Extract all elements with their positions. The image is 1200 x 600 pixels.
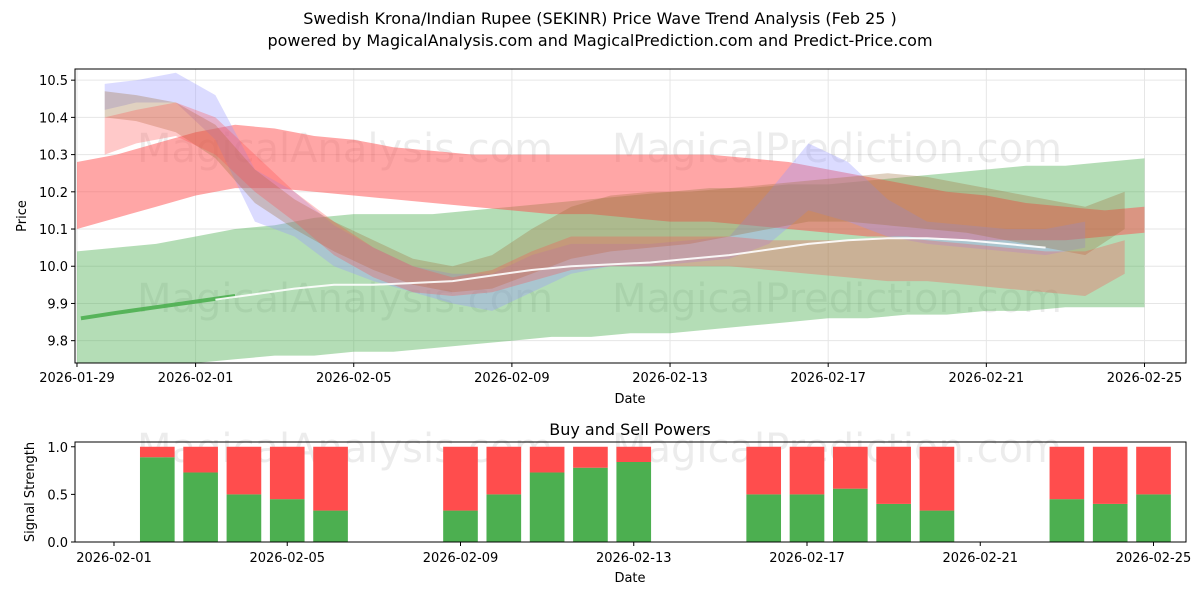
band-blue-wave-band xyxy=(104,72,1086,311)
x-tick-label: 2026-02-05 xyxy=(316,371,392,386)
buy-bar xyxy=(1049,499,1085,542)
x-tick-label: 2026-02-21 xyxy=(942,551,1018,566)
sell-bar xyxy=(746,446,782,495)
buy-bar xyxy=(876,503,911,542)
x-tick-label: 2026-02-25 xyxy=(1107,371,1183,386)
price-plot-frame xyxy=(74,68,1187,364)
buy-bar xyxy=(789,494,825,542)
signal-plot-frame xyxy=(74,441,1187,543)
buy-bar xyxy=(183,472,218,542)
x-tick-label: 2026-02-13 xyxy=(596,551,672,566)
white-price-line xyxy=(215,237,1046,301)
x-tick-label: 2026-02-09 xyxy=(474,371,550,386)
price-y-label: Price xyxy=(15,200,30,232)
chart-title-line2: powered by MagicalAnalysis.com and Magic… xyxy=(267,31,933,50)
buy-bar xyxy=(313,510,348,542)
band-pink-lower-wave-band xyxy=(104,102,1125,296)
x-tick-label: 2026-02-13 xyxy=(632,371,708,386)
buy-bar xyxy=(1136,494,1171,542)
signal-x-label: Date xyxy=(614,571,645,586)
price-x-ticks: 2026-01-29 2026-02-01 2026-02-05 2026-02-09… xyxy=(39,363,1182,386)
y-tick-label: 9.9 xyxy=(47,297,68,312)
x-tick-label: 2026-01-29 xyxy=(39,371,115,386)
sell-bar xyxy=(1049,446,1085,500)
buy-bar xyxy=(486,494,522,542)
y-tick-label: 10.1 xyxy=(39,223,68,238)
buy-bar xyxy=(443,510,478,542)
x-tick-label: 2026-02-09 xyxy=(423,551,499,566)
y-tick-label: 1.0 xyxy=(47,441,68,456)
buy-bar xyxy=(616,462,652,542)
sell-bar xyxy=(269,446,305,500)
price-plot: MagicalAnalysis.com MagicalPrediction.co… xyxy=(15,68,1187,407)
chart-title-line1: Swedish Krona/Indian Rupee (SEKINR) Pric… xyxy=(303,9,897,28)
sell-bar xyxy=(529,446,565,473)
signal-x-ticks: 2026-02-01 2026-02-05 2026-02-09 2026-02-13… xyxy=(76,542,1191,566)
chart-title: Swedish Krona/Indian Rupee (SEKINR) Pric… xyxy=(0,8,1200,52)
watermark-prediction: MagicalPrediction.com xyxy=(612,276,1062,322)
x-tick-label: 2026-02-17 xyxy=(769,551,845,566)
x-tick-label: 2026-02-17 xyxy=(790,371,866,386)
sell-bar xyxy=(313,446,348,511)
sell-bar xyxy=(919,446,955,511)
y-tick-label: 10.2 xyxy=(39,186,68,201)
sell-bar xyxy=(573,446,608,468)
sell-bar xyxy=(1092,446,1128,504)
y-tick-label: 10.4 xyxy=(39,111,68,126)
y-tick-label: 0.0 xyxy=(47,536,68,551)
y-tick-label: 9.8 xyxy=(47,335,68,350)
y-tick-label: 10.5 xyxy=(39,74,68,89)
sell-bar xyxy=(1136,446,1171,495)
buy-bar xyxy=(139,457,175,542)
green-trend-line xyxy=(80,294,236,321)
x-tick-label: 2026-02-01 xyxy=(76,551,152,566)
sell-bar xyxy=(139,446,175,458)
y-tick-label: 10.0 xyxy=(39,260,68,275)
y-tick-label: 0.5 xyxy=(47,488,68,503)
signal-y-label: Signal Strength xyxy=(23,442,38,542)
signal-bars xyxy=(139,446,1171,542)
price-y-ticks: 9.8 9.9 10.0 10.1 10.2 10.3 10.4 10.5 xyxy=(39,74,75,350)
signal-plot-title: Buy and Sell Powers xyxy=(549,420,711,439)
buy-bar xyxy=(269,499,305,542)
buy-bar xyxy=(573,467,608,542)
sell-bar xyxy=(832,446,868,489)
buy-bar xyxy=(746,494,782,542)
band-red-upper-band xyxy=(77,124,1145,241)
x-tick-label: 2026-02-01 xyxy=(158,371,234,386)
sell-bar xyxy=(486,446,522,495)
signal-plot: Buy and Sell Powers MagicalAnalysis.com … xyxy=(23,420,1191,586)
signal-y-ticks: 0.0 0.5 1.0 xyxy=(47,441,75,551)
sell-bar xyxy=(183,446,218,473)
sell-bar xyxy=(789,446,825,495)
sell-bar xyxy=(876,446,911,504)
x-tick-label: 2026-02-21 xyxy=(949,371,1025,386)
sell-bar xyxy=(616,446,652,462)
band-brown-wave-band xyxy=(104,91,1125,293)
buy-bar xyxy=(919,510,955,542)
price-bands xyxy=(77,72,1145,363)
sell-bar xyxy=(226,446,262,495)
buy-bar xyxy=(226,494,262,542)
buy-bar xyxy=(1092,503,1128,542)
x-tick-label: 2026-02-25 xyxy=(1116,551,1192,566)
sell-bar xyxy=(443,446,478,511)
price-x-label: Date xyxy=(614,392,645,407)
buy-bar xyxy=(529,472,565,542)
buy-bar xyxy=(832,488,868,542)
x-tick-label: 2026-02-05 xyxy=(249,551,325,566)
y-tick-label: 10.3 xyxy=(39,149,68,164)
